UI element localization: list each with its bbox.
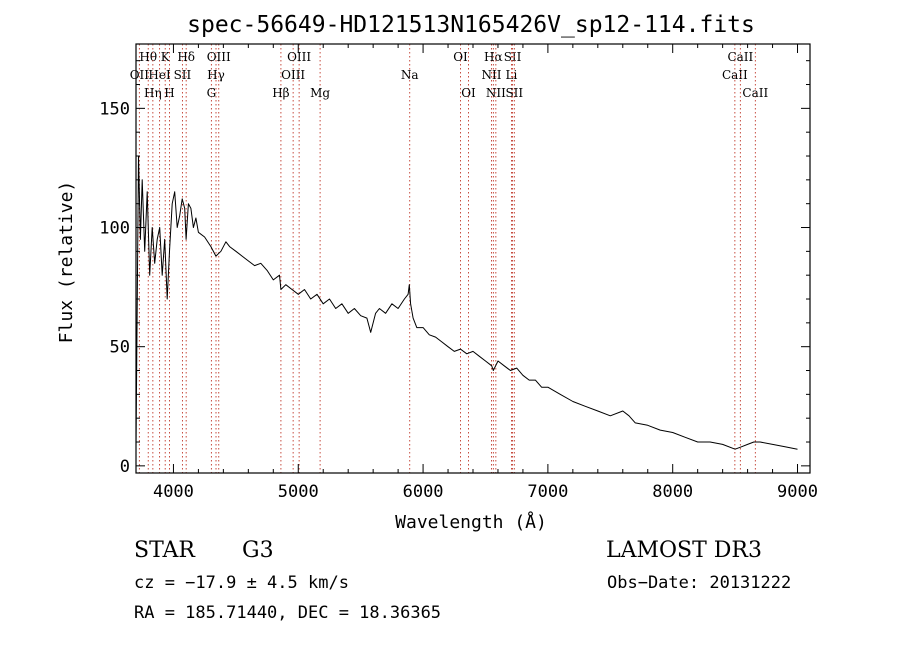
y-axis-label: Flux (relative)	[56, 181, 77, 344]
line-label-17: OI	[461, 86, 476, 100]
line-label-6: SII	[174, 68, 192, 82]
survey-name: LAMOST DR3	[606, 538, 762, 563]
line-label-0: OII	[130, 68, 150, 82]
line-label-20: NII	[486, 86, 506, 100]
chart-title: spec-56649-HD121513N165426V_sp12-114.fit…	[187, 12, 755, 38]
series-line-0	[135, 155, 798, 450]
line-label-11: Hβ	[272, 86, 289, 100]
y-tick-label: 100	[99, 219, 130, 239]
object-subclass: G3	[242, 538, 274, 563]
line-label-16: OI	[453, 50, 468, 64]
y-tick-label: 0	[120, 457, 130, 477]
line-label-25: CaII	[727, 50, 753, 64]
line-label-19: Hα	[484, 50, 503, 64]
line-label-14: Mg	[310, 86, 330, 100]
line-label-1: Hθ	[139, 50, 157, 64]
redshift-velocity: cz = −17.9 ± 4.5 km/s	[134, 573, 349, 593]
plot-frame	[135, 43, 811, 474]
x-tick-label: 5000	[278, 482, 319, 502]
line-label-26: CaII	[742, 86, 768, 100]
x-tick-label: 6000	[403, 482, 444, 502]
line-label-4: K	[161, 50, 171, 64]
line-label-13: OIII	[287, 50, 311, 64]
object-class: STAR	[134, 538, 195, 563]
x-tick-label: 4000	[153, 482, 194, 502]
x-axis: 4000 5000 6000 7000 8000 9000	[153, 44, 818, 502]
line-label-18: NII	[481, 68, 501, 82]
line-label-23: SII	[505, 86, 523, 100]
observation-date: Obs−Date: 20131222	[607, 573, 792, 593]
x-tick-label: 9000	[777, 482, 818, 502]
line-label-5: H	[164, 86, 174, 100]
spectrum-series	[135, 155, 798, 450]
line-label-21: Li	[506, 68, 518, 82]
line-label-22: SII	[504, 50, 522, 64]
x-axis-label: Wavelength (Å)	[395, 511, 547, 533]
line-label-9: Hγ	[207, 68, 225, 82]
line-label-7: Hδ	[177, 50, 195, 64]
x-tick-label: 8000	[652, 482, 693, 502]
line-label-8: G	[207, 86, 217, 100]
y-axis: 0 50 100 150	[99, 60, 810, 477]
line-markers: OIIHθHηHeIKHSIIHδGHγOIIIHβOIIIOIIIMgNaOI…	[130, 44, 768, 473]
line-label-3: HeI	[148, 68, 171, 82]
y-tick-label: 150	[99, 99, 130, 119]
line-label-12: OIII	[281, 68, 305, 82]
coordinates: RA = 185.71440, DEC = 18.36365	[134, 603, 442, 623]
line-label-10: OIII	[207, 50, 231, 64]
y-tick-label: 50	[110, 338, 130, 358]
x-tick-label: 7000	[527, 482, 568, 502]
line-label-2: Hη	[144, 86, 162, 100]
line-label-15: Na	[401, 68, 419, 82]
line-label-24: CaII	[722, 68, 748, 82]
